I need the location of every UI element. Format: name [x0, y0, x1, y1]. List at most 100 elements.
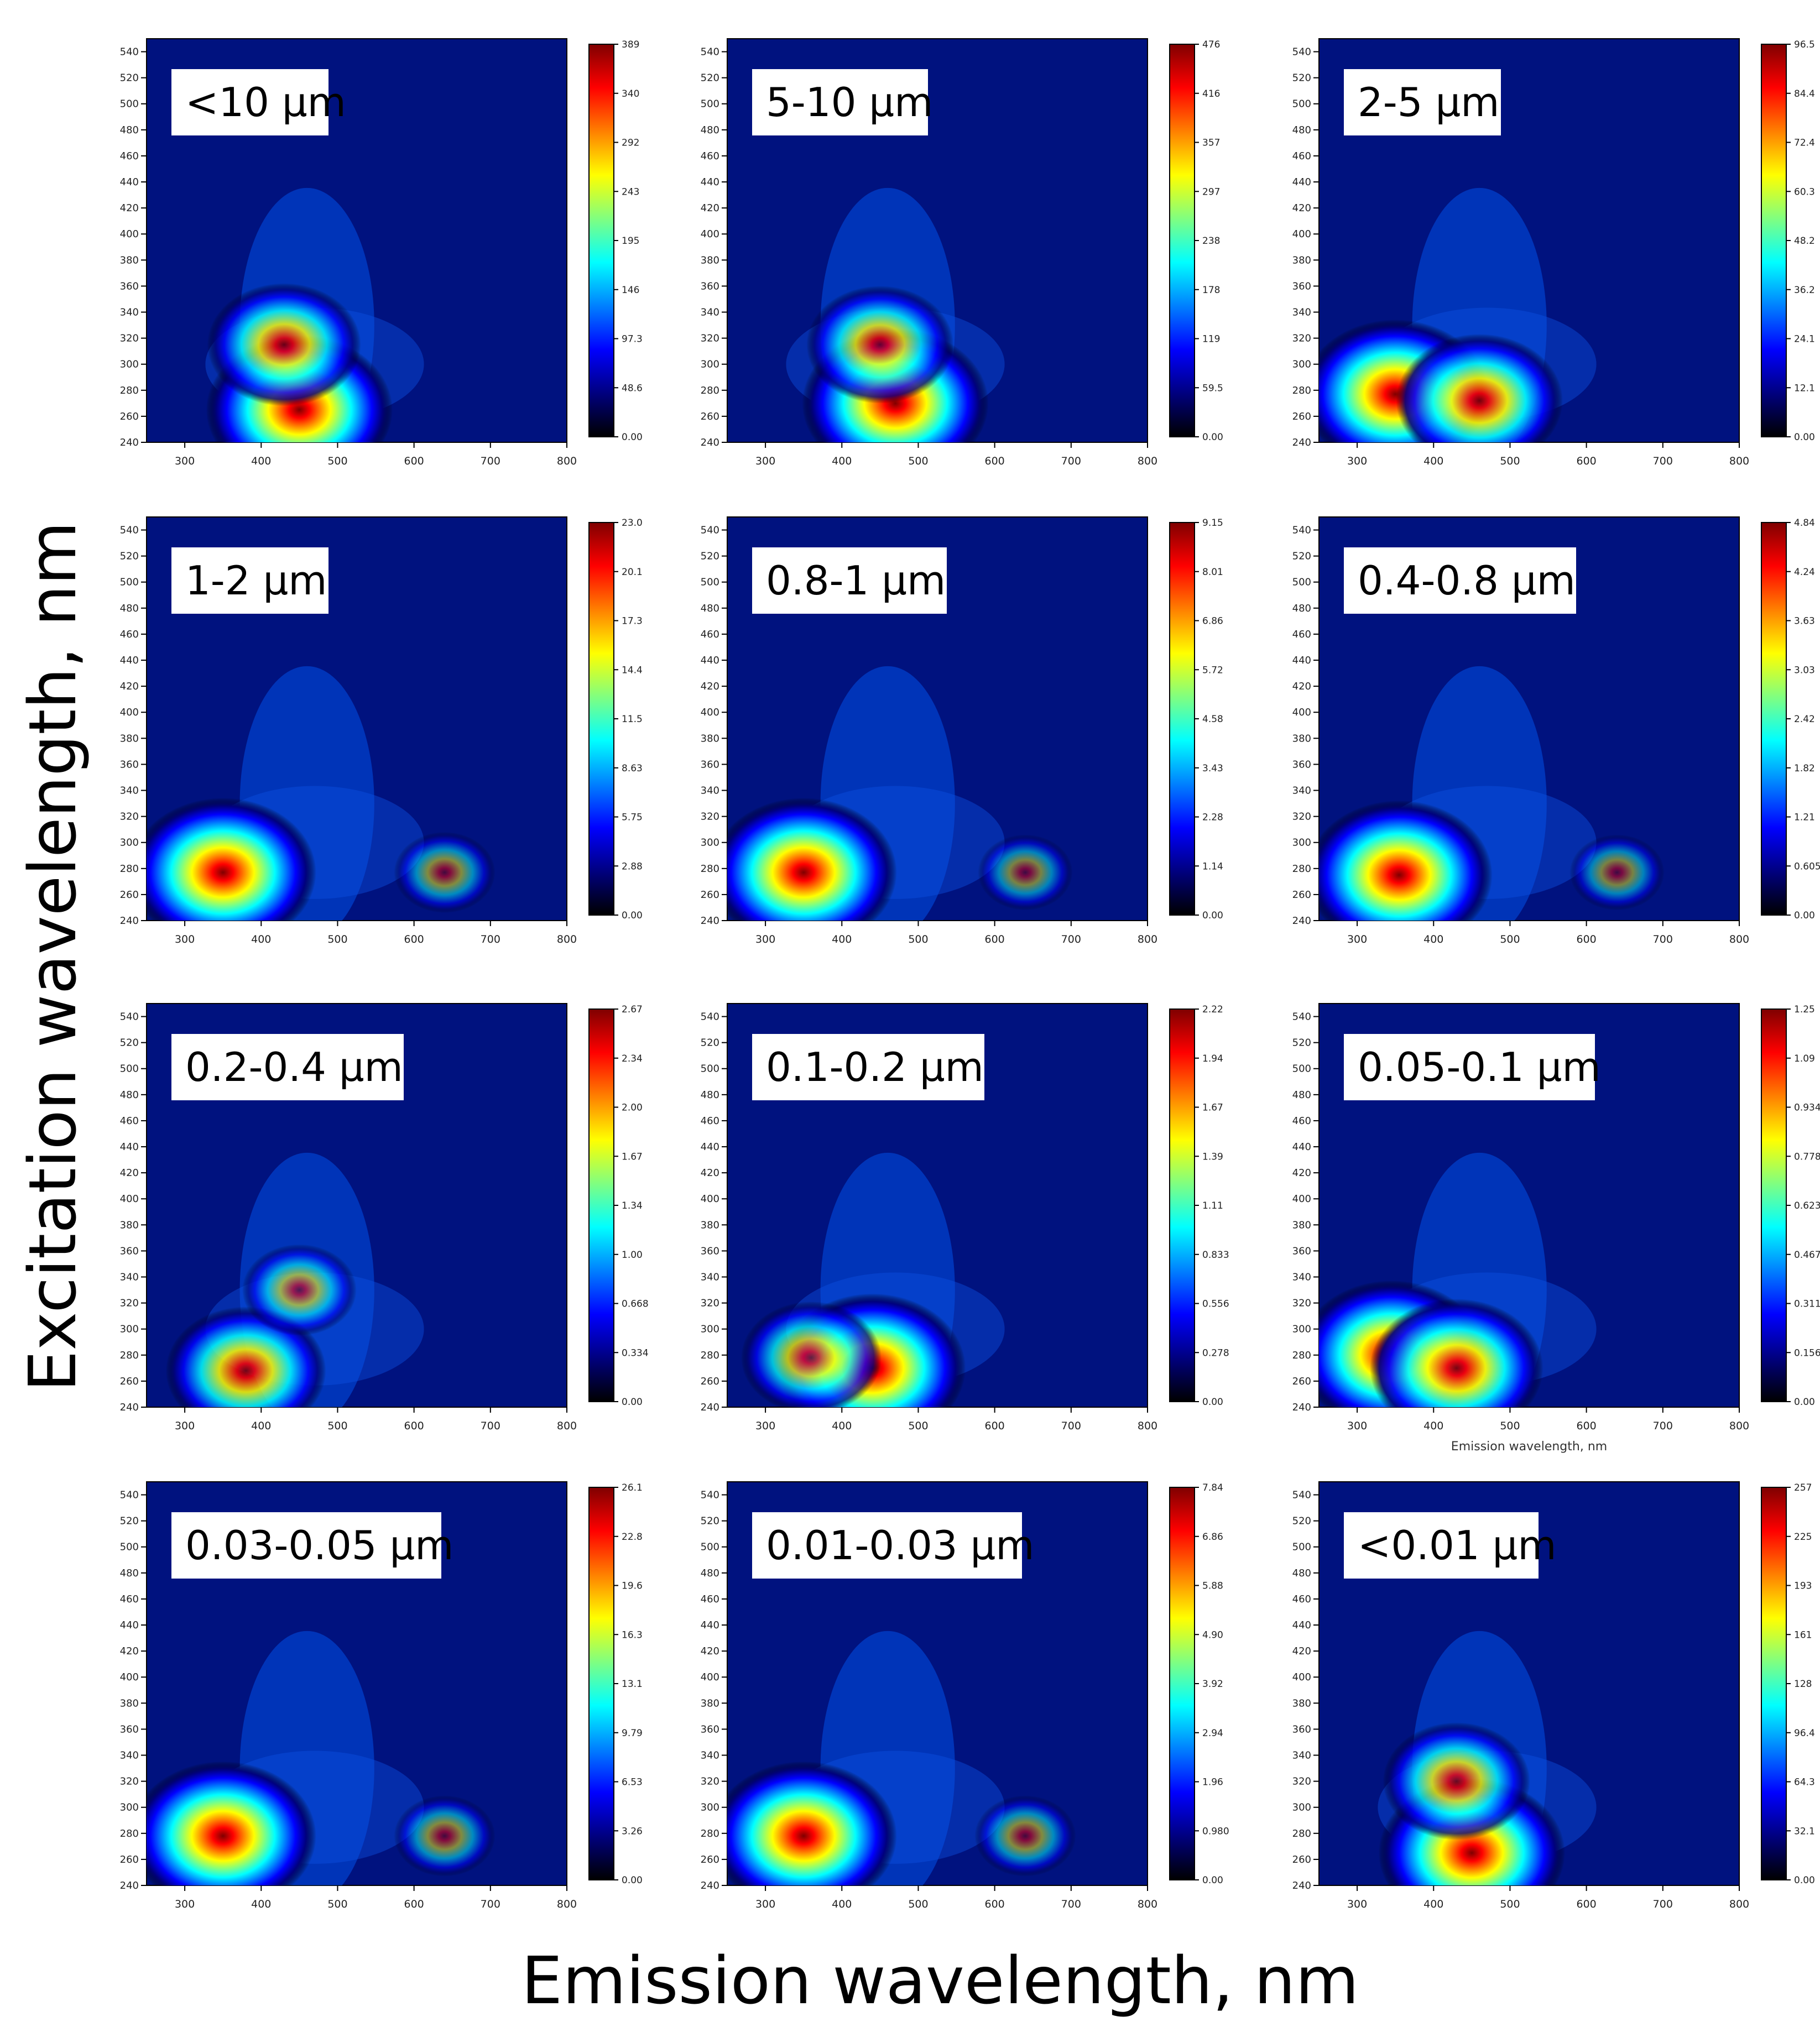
label-text: 0.05-0.1 μm — [1358, 1044, 1601, 1090]
colorbar — [588, 522, 614, 916]
label-box — [752, 1034, 984, 1100]
y-tick-label: 480 — [701, 1089, 719, 1101]
y-tick-label: 460 — [1292, 1115, 1311, 1127]
colorbar-tick-label: 13.1 — [622, 1679, 643, 1690]
y-tick-label: 480 — [120, 1567, 139, 1579]
colorbar-tick-label: 96.4 — [1794, 1728, 1815, 1739]
signal-layer — [740, 1152, 1005, 1407]
y-tick-label: 380 — [701, 1219, 719, 1231]
x-tick-label: 400 — [251, 1898, 271, 1910]
y-tick-label: 400 — [701, 707, 719, 718]
colorbar-tick-label: 96.5 — [1794, 39, 1815, 50]
y-tick-label: 300 — [120, 837, 139, 849]
colorbar-tick-label: 0.00 — [1794, 1397, 1815, 1408]
fluorescence-peak — [1383, 1722, 1530, 1841]
y-tick-label: 300 — [701, 1324, 719, 1335]
colorbar-tick-label: 3.43 — [1202, 763, 1223, 774]
colorbar-tick-label: 0.00 — [1202, 1397, 1223, 1408]
colorbar-tick-label: 2.67 — [622, 1004, 643, 1015]
fluorescence-peak — [147, 1761, 316, 1885]
colorbar-tick-label: 3.03 — [1794, 665, 1815, 676]
colorbar-tick-label: 14.4 — [622, 665, 643, 676]
label-text: 0.8-1 μm — [766, 557, 946, 604]
eem-panel: 300 400 500 600 700 800 240 260 280 300 320 340 360 3… — [701, 1003, 1229, 1432]
eem-panel: 300 400 500 600 700 800 240 260 280 300 320 340 360 3… — [1292, 1481, 1815, 1910]
colorbar-tick-label: 3.92 — [1202, 1679, 1223, 1690]
label-box — [1344, 1512, 1539, 1579]
y-tick-label: 520 — [120, 1516, 139, 1527]
y-tick-label: 500 — [701, 98, 719, 110]
label-text: 2-5 μm — [1358, 79, 1499, 126]
x-tick-label: 500 — [1500, 1898, 1520, 1910]
colorbar — [1761, 1487, 1787, 1880]
y-tick-label: 520 — [1292, 1516, 1311, 1527]
y-tick-label: 520 — [701, 72, 719, 84]
x-tick-label: 700 — [481, 455, 500, 467]
colorbar-tick-label: 0.00 — [622, 1875, 643, 1886]
y-tick-label: 460 — [1292, 629, 1311, 640]
x-tick-label: 600 — [985, 1898, 1005, 1910]
x-tick-label: 500 — [1500, 455, 1520, 467]
y-tick-label: 320 — [120, 811, 139, 823]
y-tick-label: 380 — [1292, 1697, 1311, 1709]
colorbar — [588, 44, 614, 437]
x-tick-label: 300 — [175, 455, 195, 467]
colorbar-tick-label: 0.00 — [1202, 1875, 1223, 1886]
y-tick-label: 300 — [701, 359, 719, 370]
y-tick-label: 360 — [120, 280, 139, 292]
y-tick-label: 360 — [120, 1245, 139, 1257]
y-tick-label: 320 — [701, 1298, 719, 1309]
y-tick-label: 380 — [120, 1697, 139, 1709]
fluorescence-peak — [147, 797, 316, 921]
y-tick-label: 460 — [701, 1115, 719, 1127]
y-tick-label: 400 — [1292, 1193, 1311, 1205]
colorbar-tick-label: 1.94 — [1202, 1053, 1223, 1064]
colorbar-tick-label: 225 — [1794, 1532, 1812, 1543]
y-tick-label: 280 — [120, 863, 139, 875]
colorbar-tick-label: 9.15 — [1202, 518, 1223, 529]
colorbar-tick-label: 357 — [1202, 138, 1220, 149]
y-tick-label: 380 — [120, 254, 139, 266]
signal-layer — [147, 1631, 496, 1885]
x-tick-label: 600 — [1577, 933, 1597, 945]
y-tick-label: 260 — [1292, 889, 1311, 901]
colorbar — [1169, 44, 1195, 437]
y-tick-label: 240 — [1292, 915, 1311, 927]
y-tick-label: 540 — [120, 525, 139, 536]
colorbar-tick-label: 2.28 — [1202, 812, 1223, 823]
label-box — [171, 547, 328, 614]
fluorescence-peak — [806, 285, 954, 404]
y-tick-label: 500 — [120, 1063, 139, 1075]
y-tick-label: 240 — [120, 915, 139, 927]
colorbar-tick-label: 2.88 — [622, 861, 643, 872]
label-text: <10 μm — [185, 79, 346, 126]
y-tick-label: 240 — [1292, 1402, 1311, 1413]
y-tick-label: 420 — [701, 1167, 719, 1179]
colorbar-tick-label: 0.00 — [1202, 910, 1223, 921]
fluorescence-peak — [974, 1795, 1076, 1877]
signal-layer — [1378, 1631, 1597, 1885]
colorbar-tick-label: 2.34 — [622, 1053, 643, 1064]
y-tick-label: 520 — [120, 1037, 139, 1049]
y-tick-label: 440 — [701, 1619, 719, 1631]
signal-layer — [1319, 666, 1665, 921]
colorbar-tick-label: 1.09 — [1794, 1053, 1815, 1064]
y-tick-label: 480 — [1292, 1089, 1311, 1101]
y-tick-label: 320 — [1292, 1298, 1311, 1309]
y-tick-label: 300 — [1292, 1324, 1311, 1335]
colorbar-tick-label: 0.00 — [1794, 1875, 1815, 1886]
label-box — [752, 1512, 1022, 1579]
x-tick-label: 300 — [755, 1420, 775, 1432]
colorbar-tick-label: 0.833 — [1202, 1250, 1229, 1261]
y-tick-label: 540 — [120, 1011, 139, 1023]
y-tick-label: 340 — [701, 1272, 719, 1283]
colorbar-tick-label: 48.6 — [622, 383, 643, 394]
colorbar-tick-label: 1.96 — [1202, 1777, 1223, 1788]
y-tick-label: 540 — [701, 46, 719, 58]
fluorescence-peak — [978, 834, 1073, 911]
colorbar-tick-label: 3.63 — [1794, 616, 1815, 627]
label-text: 0.1-0.2 μm — [766, 1044, 984, 1090]
x-tick-label: 800 — [1729, 1898, 1749, 1910]
y-tick-label: 300 — [120, 1324, 139, 1335]
